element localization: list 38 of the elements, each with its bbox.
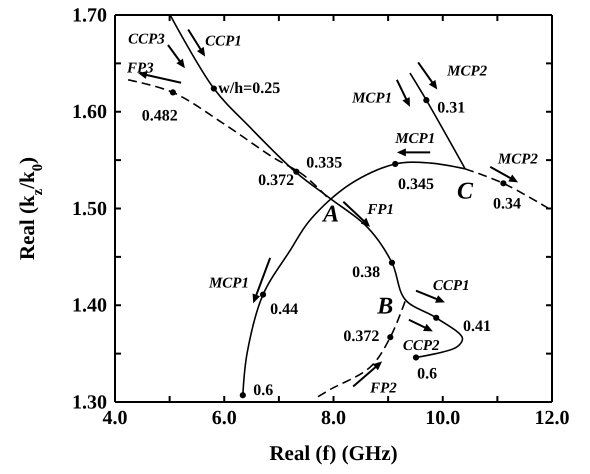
annotation: MCP1 <box>394 131 436 148</box>
annotation: 0.38 <box>352 264 380 281</box>
x-tick-label: 8.0 <box>321 407 346 430</box>
annotation: 0.372 <box>258 172 294 190</box>
annotation: CCP2 <box>402 338 440 354</box>
annotation: MCP1 <box>208 275 249 292</box>
annotation: 0.482 <box>142 107 178 124</box>
x-axis-title: Real (f) (GHz) <box>269 441 398 465</box>
annotation: 0.31 <box>437 100 466 117</box>
annotation: w/h=0.25 <box>218 80 280 98</box>
annotation: B <box>376 294 394 320</box>
annotation: FP2 <box>369 380 398 397</box>
annotation: 0.6 <box>253 382 274 400</box>
annotation: CCP1 <box>432 278 470 294</box>
annotation: 0.345 <box>398 176 434 193</box>
annotation: 0.372 <box>343 328 380 345</box>
annotation: 0.44 <box>270 300 298 318</box>
annotation: 0.34 <box>493 195 522 212</box>
annotation: A <box>321 202 340 228</box>
annotation: FP3 <box>126 60 154 76</box>
annotation: MCP2 <box>496 151 538 168</box>
x-tick-label: 10.0 <box>425 407 460 430</box>
y-tick-label: 1.60 <box>72 101 107 124</box>
annotation: MCP1 <box>351 90 392 106</box>
annotation: C <box>456 178 474 205</box>
annotation: 0.41 <box>462 318 491 336</box>
annotation: CCP1 <box>205 33 242 50</box>
annotation: MCP2 <box>446 63 488 80</box>
annotation: FP1 <box>366 202 394 218</box>
y-tick-label: 1.30 <box>72 391 107 414</box>
annotation: 0.335 <box>306 154 342 172</box>
y-tick-label: 1.70 <box>72 4 107 26</box>
annotation: 0.6 <box>417 366 438 383</box>
annotation: CCP3 <box>128 31 166 48</box>
x-tick-label: 6.0 <box>212 407 237 430</box>
y-tick-label: 1.50 <box>72 198 107 220</box>
x-tick-label: 12.0 <box>534 407 570 430</box>
y-tick-label: 1.40 <box>72 294 107 317</box>
